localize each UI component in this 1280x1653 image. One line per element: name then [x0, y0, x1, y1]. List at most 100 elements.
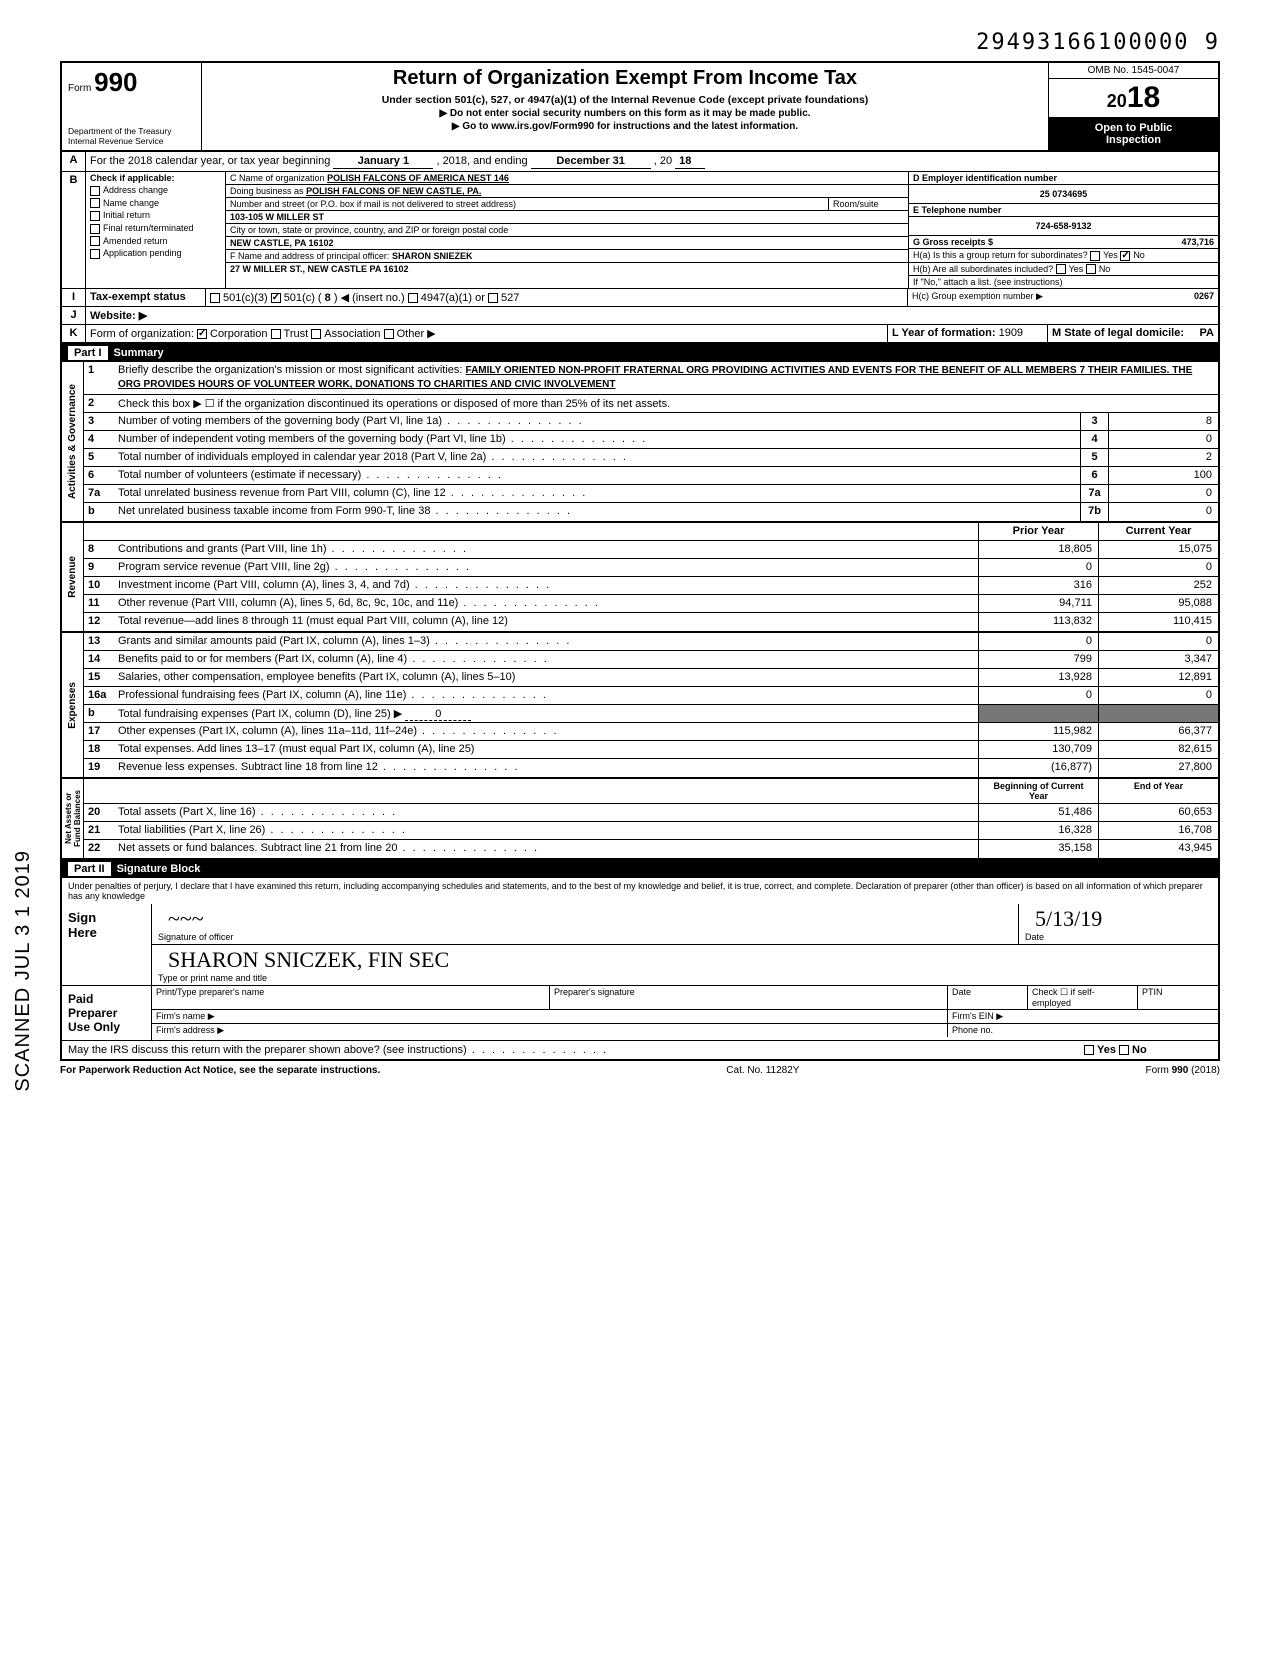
line11: Other revenue (Part VIII, column (A), li… — [114, 595, 978, 612]
tax-year: 20201818 — [1049, 79, 1218, 118]
line21: Total liabilities (Part X, line 26) — [114, 822, 978, 839]
part1-header: Part IPart I SummarySummary — [60, 344, 1220, 362]
begin-year-hdr: Beginning of Current Year — [978, 779, 1098, 803]
ein-value: 25 0734695 — [909, 185, 1218, 204]
date-label: Date — [1025, 932, 1212, 942]
initial-return-checkbox[interactable]: Initial return — [86, 209, 225, 222]
line3: Number of voting members of the governin… — [114, 413, 1080, 430]
name-change-checkbox[interactable]: Name change — [86, 197, 225, 210]
officer-signature: ~~~ — [158, 906, 1012, 932]
label-k: K — [62, 325, 86, 342]
hb-row: H(b) Are all subordinates included? Yes … — [909, 263, 1218, 277]
name-label: Type or print name and title — [158, 973, 1212, 983]
p9: 0 — [978, 559, 1098, 576]
sign-here-label: Sign Here — [62, 904, 152, 985]
current-year-hdr: Current Year — [1098, 523, 1218, 540]
line15: Salaries, other compensation, employee b… — [114, 669, 978, 686]
website-note: ▶ Go to www.irs.gov/Form990 for instruct… — [210, 121, 1040, 132]
c12: 110,415 — [1098, 613, 1218, 631]
prior-year-hdr: Prior Year — [978, 523, 1098, 540]
p18: 130,709 — [978, 741, 1098, 758]
org-name-row: C Name of organization POLISH FALCONS OF… — [226, 172, 908, 185]
val5: 2 — [1108, 449, 1218, 466]
phone-value: 724-658-9132 — [909, 217, 1218, 236]
gross-receipts: G Gross receipts $473,716 — [909, 236, 1218, 249]
yes-no-boxes[interactable]: Yes No — [1078, 1041, 1218, 1059]
firm-addr-label: Firm's address ▶ — [152, 1024, 948, 1037]
c10: 252 — [1098, 577, 1218, 594]
c8: 15,075 — [1098, 541, 1218, 558]
scanned-stamp: SCANNED JUL 3 1 2019 — [12, 850, 35, 1092]
form-version: Form 990 (2018) — [1146, 1065, 1220, 1076]
net-assets-tab: Net Assets orFund Balances — [64, 790, 82, 847]
revenue-tab: Revenue — [67, 556, 78, 598]
officer-typed-name: SHARON SNICZEK, FIN SEC — [158, 947, 1212, 973]
room-suite-label: Room/suite — [828, 198, 908, 210]
open-inspection: Open to Public Inspection — [1049, 118, 1218, 150]
activities-tab: Activities & Governance — [67, 384, 78, 499]
firm-phone-label: Phone no. — [948, 1024, 1218, 1037]
line10: Investment income (Part VIII, column (A)… — [114, 577, 978, 594]
line6: Total number of volunteers (estimate if … — [114, 467, 1080, 484]
addr-change-checkbox[interactable]: Address change — [86, 184, 225, 197]
p20: 51,486 — [978, 804, 1098, 821]
val7b: 0 — [1108, 503, 1218, 521]
mission-line: Briefly describe the organization's miss… — [114, 362, 1218, 394]
shade2 — [1098, 705, 1218, 722]
final-return-checkbox[interactable]: Final return/terminated — [86, 222, 225, 235]
document-code: 29493166100000 9 — [60, 30, 1220, 55]
p8: 18,805 — [978, 541, 1098, 558]
p11: 94,711 — [978, 595, 1098, 612]
form-number: Form 990 — [68, 67, 195, 98]
c19: 27,800 — [1098, 759, 1218, 777]
line16b: Total fundraising expenses (Part IX, col… — [114, 705, 978, 722]
line19: Revenue less expenses. Subtract line 18 … — [114, 759, 978, 777]
catalog-number: Cat. No. 11282Y — [726, 1065, 799, 1076]
p10: 316 — [978, 577, 1098, 594]
tax-exempt-label: Tax-exempt status — [86, 289, 206, 306]
p22: 35,158 — [978, 840, 1098, 858]
line14: Benefits paid to or for members (Part IX… — [114, 651, 978, 668]
c16a: 0 — [1098, 687, 1218, 704]
c15: 12,891 — [1098, 669, 1218, 686]
line7a: Total unrelated business revenue from Pa… — [114, 485, 1080, 502]
website-row: Website: ▶ — [86, 307, 1218, 324]
line12: Total revenue—add lines 8 through 11 (mu… — [114, 613, 978, 631]
c20: 60,653 — [1098, 804, 1218, 821]
officer-row: F Name and address of principal officer:… — [226, 250, 908, 263]
form-subtitle: Under section 501(c), 527, or 4947(a)(1)… — [210, 94, 1040, 106]
ein-label: D Employer identification number — [909, 172, 1218, 185]
c18: 82,615 — [1098, 741, 1218, 758]
c14: 3,347 — [1098, 651, 1218, 668]
line2: Check this box ▶ ☐ if the organization d… — [114, 395, 1218, 412]
label-b: B — [62, 172, 86, 288]
sig-label: Signature of officer — [158, 932, 1012, 942]
line16a: Professional fundraising fees (Part IX, … — [114, 687, 978, 704]
p13: 0 — [978, 633, 1098, 650]
line5: Total number of individuals employed in … — [114, 449, 1080, 466]
legal-domicile: M State of legal domicile: PA — [1048, 325, 1218, 342]
label-a: A — [62, 152, 86, 171]
val7a: 0 — [1108, 485, 1218, 502]
p17: 115,982 — [978, 723, 1098, 740]
prep-date-label: Date — [948, 986, 1028, 1009]
form-header: Form 990 Department of the Treasury Inte… — [60, 61, 1220, 152]
p21: 16,328 — [978, 822, 1098, 839]
form-title: Return of Organization Exempt From Incom… — [210, 67, 1040, 90]
ha-row: H(a) Is this a group return for subordin… — [909, 249, 1218, 263]
ptin-label: PTIN — [1138, 986, 1218, 1009]
omb-number: OMB No. 1545-0047 — [1049, 63, 1218, 79]
city-value: NEW CASTLE, PA 16102 — [226, 237, 908, 250]
tax-year-line: For the 2018 calendar year, or tax year … — [86, 152, 1218, 171]
p16a: 0 — [978, 687, 1098, 704]
line7b: Net unrelated business taxable income fr… — [114, 503, 1080, 521]
p12: 113,832 — [978, 613, 1098, 631]
prep-name-label: Print/Type preparer's name — [152, 986, 550, 1009]
app-pending-checkbox[interactable]: Application pending — [86, 247, 225, 260]
department-label: Department of the Treasury Internal Reve… — [68, 127, 195, 146]
line13: Grants and similar amounts paid (Part IX… — [114, 633, 978, 650]
firm-name-label: Firm's name ▶ — [152, 1010, 948, 1023]
amended-return-checkbox[interactable]: Amended return — [86, 235, 225, 248]
part2-header: Part IISignature Block — [60, 860, 1220, 878]
paperwork-notice: For Paperwork Reduction Act Notice, see … — [60, 1065, 380, 1076]
